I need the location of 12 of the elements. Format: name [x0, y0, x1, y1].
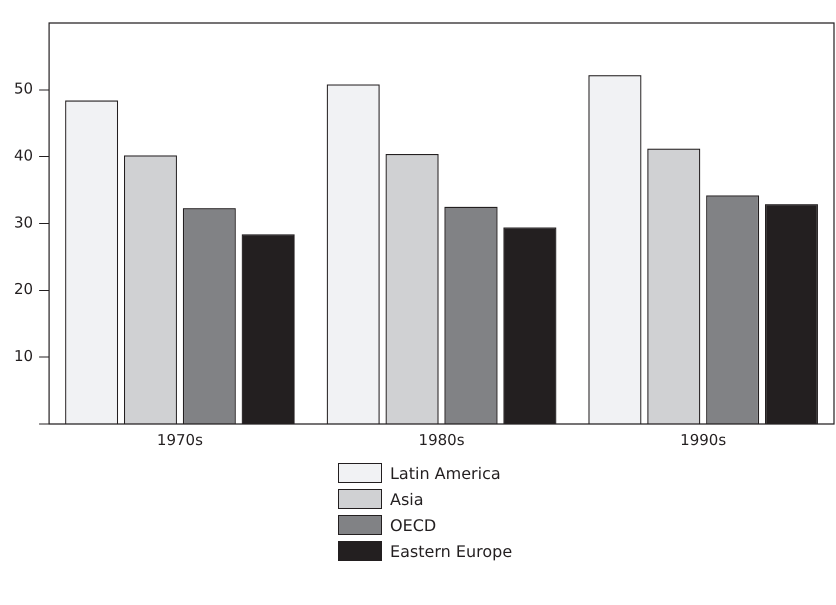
x-tick-label: 1970s [156, 430, 204, 449]
legend-label: OECD [390, 516, 436, 534]
y-tick-label: 20 [14, 280, 34, 298]
y-tick-label: 30 [14, 213, 34, 232]
y-tick-label: 10 [14, 347, 34, 366]
y-tick-label: 50 [14, 80, 34, 98]
x-tick-label: 1980s [418, 430, 465, 449]
legend-label: Eastern Europe [390, 542, 512, 560]
x-tick-label: 1990s [680, 430, 726, 449]
legend-label: Latin America [390, 464, 501, 482]
legend-label: Asia [390, 490, 424, 508]
y-tick-label: 40 [14, 146, 34, 165]
